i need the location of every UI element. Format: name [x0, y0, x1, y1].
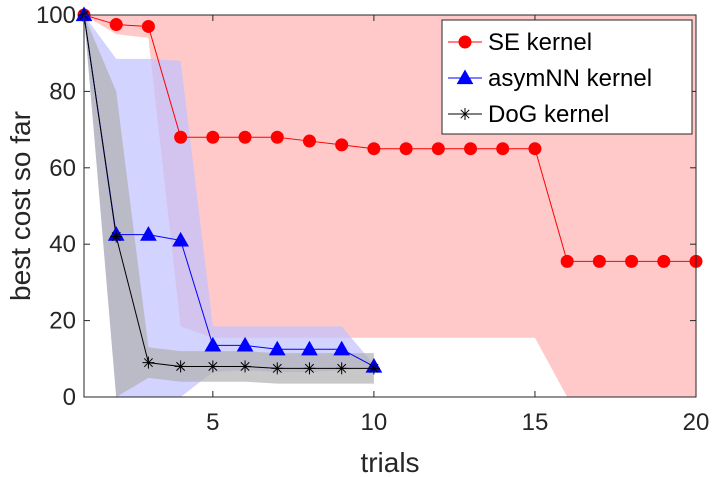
point-se-kernel [625, 254, 639, 268]
legend-label-dog-kernel: DoG kernel [488, 101, 609, 128]
y-tick-label: 60 [49, 155, 76, 182]
series-markers [75, 6, 703, 375]
point-asymnn-kernel [301, 340, 318, 356]
y-tick-label: 100 [36, 2, 76, 29]
x-tick-label: 10 [361, 409, 388, 436]
point-se-kernel [592, 254, 606, 268]
point-dog-kernel [142, 356, 155, 369]
point-se-kernel [238, 130, 252, 144]
point-se-kernel [560, 254, 574, 268]
x-tick-label: 20 [683, 409, 710, 436]
point-se-kernel [367, 142, 381, 156]
axis-ticks: 5 10 15 20 0 20 40 60 80 100 [36, 2, 709, 436]
legend-box [441, 19, 693, 135]
point-asymnn-kernel [333, 340, 351, 356]
legend-marker-asymnn-kernel [456, 69, 474, 85]
point-asymnn-kernel [140, 226, 157, 241]
point-se-kernel [270, 130, 284, 144]
point-se-kernel [657, 254, 671, 268]
point-dog-kernel [110, 230, 123, 243]
point-dog-kernel [303, 362, 316, 375]
plot-area-frame [83, 14, 697, 398]
point-se-kernel [496, 142, 510, 156]
x-tick-label: 5 [206, 409, 219, 436]
line-asymnn-kernel [84, 15, 375, 367]
band-dog-kernel [84, 15, 374, 397]
point-se-kernel [206, 130, 220, 144]
point-se-kernel [174, 130, 188, 144]
x-axis-label: trials [360, 447, 419, 477]
point-se-kernel [399, 142, 413, 156]
point-se-kernel [141, 19, 155, 33]
point-asymnn-kernel [204, 336, 222, 352]
point-se-kernel [335, 138, 349, 152]
legend-marker-se-kernel [458, 35, 472, 49]
point-dog-kernel [335, 362, 348, 375]
point-asymnn-kernel [268, 340, 286, 356]
point-se-kernel [431, 142, 445, 156]
y-axis-label: best cost so far [5, 111, 36, 301]
point-asymnn-kernel [172, 231, 189, 247]
legend: SE kernel asymNN kernel DoG kernel [441, 19, 693, 135]
y-tick-label: 0 [63, 384, 76, 411]
y-tick-label: 80 [49, 78, 76, 105]
point-se-kernel [302, 134, 316, 148]
y-tick-label: 40 [49, 231, 76, 258]
point-dog-kernel [206, 360, 219, 373]
point-asymnn-kernel [236, 336, 254, 352]
band-asymnn-kernel [84, 15, 374, 397]
point-dog-kernel [271, 362, 284, 375]
x-tick-label: 15 [522, 409, 549, 436]
point-dog-kernel [367, 362, 380, 375]
point-dog-kernel [174, 360, 187, 373]
line-dog-kernel [84, 15, 374, 369]
legend-label-se-kernel: SE kernel [488, 29, 592, 56]
legend-label-asymnn-kernel: asymNN kernel [488, 65, 652, 92]
point-se-kernel [109, 18, 123, 32]
point-dog-kernel [239, 360, 252, 373]
legend-marker-dog-kernel [459, 108, 471, 120]
point-se-kernel [528, 142, 542, 156]
point-se-kernel [464, 142, 478, 156]
y-tick-label: 20 [49, 308, 76, 335]
